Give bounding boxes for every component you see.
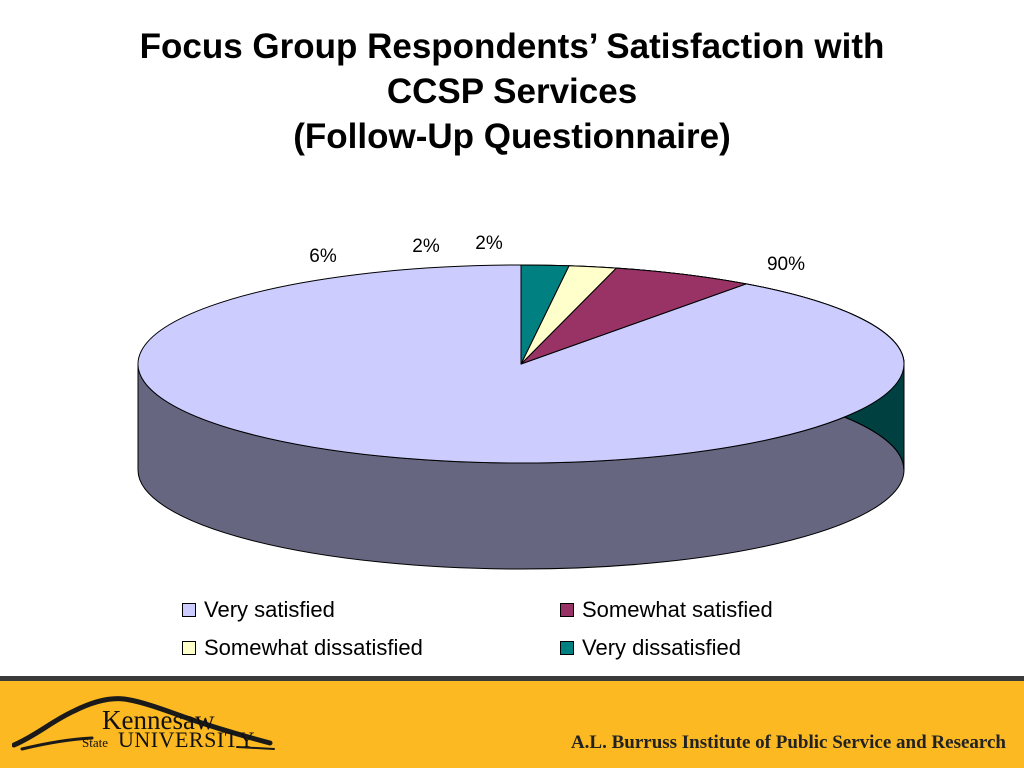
- logo-text-university: UNIVERSITY: [118, 727, 255, 752]
- legend-swatch-very-satisfied: [182, 603, 196, 617]
- kennesaw-mountain-logo-icon: [12, 696, 275, 751]
- footer-band: Kennesaw State UNIVERSITY A.L. Burruss I…: [0, 681, 1024, 768]
- legend-label-very-dissatisfied: Very dissatisfied: [582, 635, 741, 660]
- legend-item-very-dissatisfied: Very dissatisfied: [560, 633, 741, 663]
- slide-title: Focus Group Respondents’ Satisfaction wi…: [0, 24, 1024, 159]
- data-label-very-dissatisfied: 2%: [475, 233, 503, 254]
- legend-swatch-very-dissatisfied: [560, 641, 574, 655]
- slide-title-line-1: Focus Group Respondents’ Satisfaction wi…: [139, 27, 885, 66]
- legend-label-somewhat-satisfied: Somewhat satisfied: [582, 597, 773, 622]
- pie-slice-very-dissatisfied: [520, 264, 570, 365]
- legend-swatch-somewhat-satisfied: [560, 603, 574, 617]
- data-label-somewhat-satisfied: 6%: [309, 246, 337, 267]
- logo-text-state: State: [82, 735, 108, 750]
- legend-item-somewhat-satisfied: Somewhat satisfied: [560, 595, 773, 625]
- slide-title-line-2: CCSP Services: [386, 72, 638, 111]
- legend-swatch-somewhat-dissatisfied: [182, 641, 196, 655]
- footer-divider: [0, 676, 1024, 681]
- pie-slice-somewhat-satisfied: [520, 267, 747, 365]
- legend-item-somewhat-dissatisfied: Somewhat dissatisfied: [182, 633, 423, 663]
- pie-chart: 90% 6% 2% 2%: [137, 233, 905, 570]
- legend-label-very-satisfied: Very satisfied: [204, 597, 335, 622]
- data-label-somewhat-dissatisfied: 2%: [412, 236, 440, 257]
- legend-label-somewhat-dissatisfied: Somewhat dissatisfied: [204, 635, 423, 660]
- logo-text-kennesaw: Kennesaw: [102, 705, 215, 735]
- legend-item-very-satisfied: Very satisfied: [182, 595, 335, 625]
- institute-name: A.L. Burruss Institute of Public Service…: [570, 732, 1006, 753]
- data-label-very-satisfied: 90%: [767, 254, 805, 275]
- slide-title-line-3: (Follow-Up Questionnaire): [293, 117, 731, 156]
